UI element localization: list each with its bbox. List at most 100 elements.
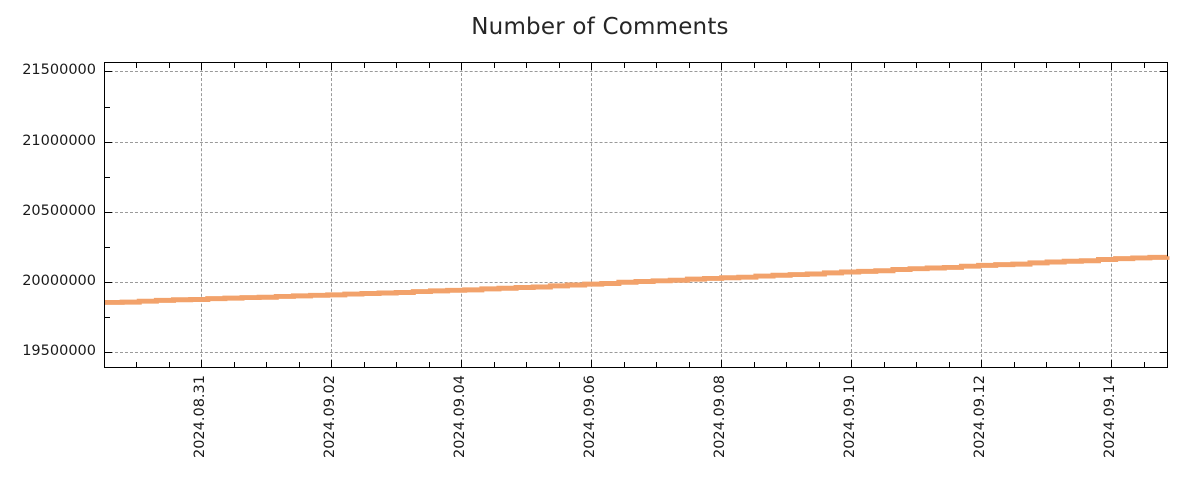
x-axis-minor-tick-top (623, 63, 625, 68)
gridline-horizontal (105, 211, 1167, 213)
y-axis-tick (105, 141, 112, 143)
x-axis-minor-tick (168, 362, 170, 367)
gridline-vertical (591, 63, 592, 367)
x-axis-minor-tick (558, 362, 560, 367)
x-axis-tick-top (461, 63, 462, 70)
x-axis-tick (721, 360, 722, 367)
x-axis-minor-tick-top (1078, 63, 1080, 68)
y-axis-tick-label: 21500000 (22, 62, 96, 79)
series-line-number-of-comments (105, 254, 1170, 305)
x-axis-minor-tick-top (786, 63, 787, 68)
x-axis-minor-tick-top (688, 63, 690, 68)
x-axis-tick (851, 360, 852, 367)
x-axis-minor-tick (1078, 362, 1080, 367)
x-axis-tick (591, 360, 592, 367)
y-axis-tick-right (1160, 141, 1167, 143)
x-axis-minor-tick (363, 362, 365, 367)
x-axis-minor-tick-top (233, 63, 235, 68)
plot-area (104, 62, 1170, 368)
x-axis-minor-tick-top (493, 63, 495, 68)
gridline-vertical (461, 63, 462, 367)
gridline-horizontal (105, 71, 1167, 73)
y-axis-tick-label: 20000000 (22, 272, 96, 289)
gridline-vertical (851, 63, 852, 367)
x-axis-tick (1111, 360, 1112, 367)
x-axis-minor-tick (656, 362, 657, 367)
x-axis-minor-tick-top (526, 63, 527, 68)
y-axis-minor-tick (105, 106, 110, 108)
y-axis-minor-tick (105, 246, 110, 248)
gridline-vertical (201, 63, 202, 367)
x-axis-tick-top (981, 63, 982, 70)
x-axis-minor-tick-top (558, 63, 560, 68)
x-axis-minor-tick-top (363, 63, 365, 68)
x-axis-minor-tick-top (916, 63, 917, 68)
x-axis-minor-tick (883, 362, 885, 367)
x-axis-minor-tick-top (948, 63, 950, 68)
x-axis-tick-top (851, 63, 852, 70)
x-axis-minor-tick-top (428, 63, 430, 68)
x-axis-minor-tick-top (1013, 63, 1015, 68)
y-axis-tick-right (1160, 211, 1167, 213)
x-axis-minor-tick-top (883, 63, 885, 68)
x-axis-tick-label: 2024.09.08 (712, 375, 728, 459)
x-axis-minor-tick-top (266, 63, 267, 68)
x-axis-tick-top (331, 63, 332, 70)
y-axis-minor-tick (105, 176, 110, 178)
x-axis-minor-tick-top (298, 63, 300, 68)
x-axis-minor-tick-top (1143, 63, 1145, 68)
x-axis-tick (331, 360, 332, 367)
x-axis-minor-tick (1046, 362, 1047, 367)
x-axis-minor-tick (1013, 362, 1015, 367)
x-axis-tick-label: 2024.09.02 (322, 375, 338, 459)
x-axis-minor-tick-top (818, 63, 820, 68)
x-axis-minor-tick-top (753, 63, 755, 68)
y-axis-tick (105, 211, 112, 213)
x-axis-minor-tick (916, 362, 917, 367)
x-axis-tick-label: 2024.09.04 (452, 375, 468, 459)
x-axis-minor-tick (396, 362, 397, 367)
x-axis-minor-tick (623, 362, 625, 367)
x-axis-minor-tick (298, 362, 300, 367)
y-axis-tick (105, 71, 112, 73)
y-axis-tick (105, 281, 112, 283)
x-axis-tick (981, 360, 982, 367)
x-axis-minor-tick-top (656, 63, 657, 68)
x-axis-tick-label: 2024.08.31 (192, 375, 208, 459)
x-axis-minor-tick (948, 362, 950, 367)
x-axis-minor-tick (688, 362, 690, 367)
x-axis-minor-tick (1143, 362, 1145, 367)
y-axis-tick-right (1160, 71, 1167, 73)
y-axis-tick-label: 21000000 (22, 132, 96, 149)
x-axis-minor-tick (786, 362, 787, 367)
y-axis-tick-label: 20500000 (22, 202, 96, 219)
x-axis-minor-tick-top (168, 63, 170, 68)
x-axis-minor-tick (266, 362, 267, 367)
chart-title: Number of Comments (471, 14, 729, 40)
y-axis-tick-right (1160, 352, 1167, 354)
x-axis-minor-tick (818, 362, 820, 367)
y-axis-tick-right (1160, 281, 1167, 283)
x-axis-minor-tick (428, 362, 430, 367)
x-axis-tick-label: 2024.09.14 (1102, 375, 1118, 459)
x-axis-minor-tick (526, 362, 527, 367)
x-axis-tick-label: 2024.09.12 (972, 375, 988, 459)
y-axis-tick (105, 352, 112, 354)
x-axis-minor-tick (493, 362, 495, 367)
gridline-horizontal (105, 352, 1167, 354)
x-axis-minor-tick-top (1046, 63, 1047, 68)
gridline-vertical (331, 63, 332, 367)
x-axis-tick-label: 2024.09.06 (582, 375, 598, 459)
x-axis-minor-tick (753, 362, 755, 367)
x-axis-tick-label: 2024.09.10 (842, 375, 858, 459)
x-axis-minor-tick-top (136, 63, 137, 68)
x-axis-tick-top (1111, 63, 1112, 70)
x-axis-tick-top (591, 63, 592, 70)
x-axis-minor-tick (136, 362, 137, 367)
x-axis-tick-top (201, 63, 202, 70)
gridline-vertical (981, 63, 982, 367)
gridline-vertical (721, 63, 722, 367)
gridline-vertical (1111, 63, 1112, 367)
x-axis-minor-tick (233, 362, 235, 367)
